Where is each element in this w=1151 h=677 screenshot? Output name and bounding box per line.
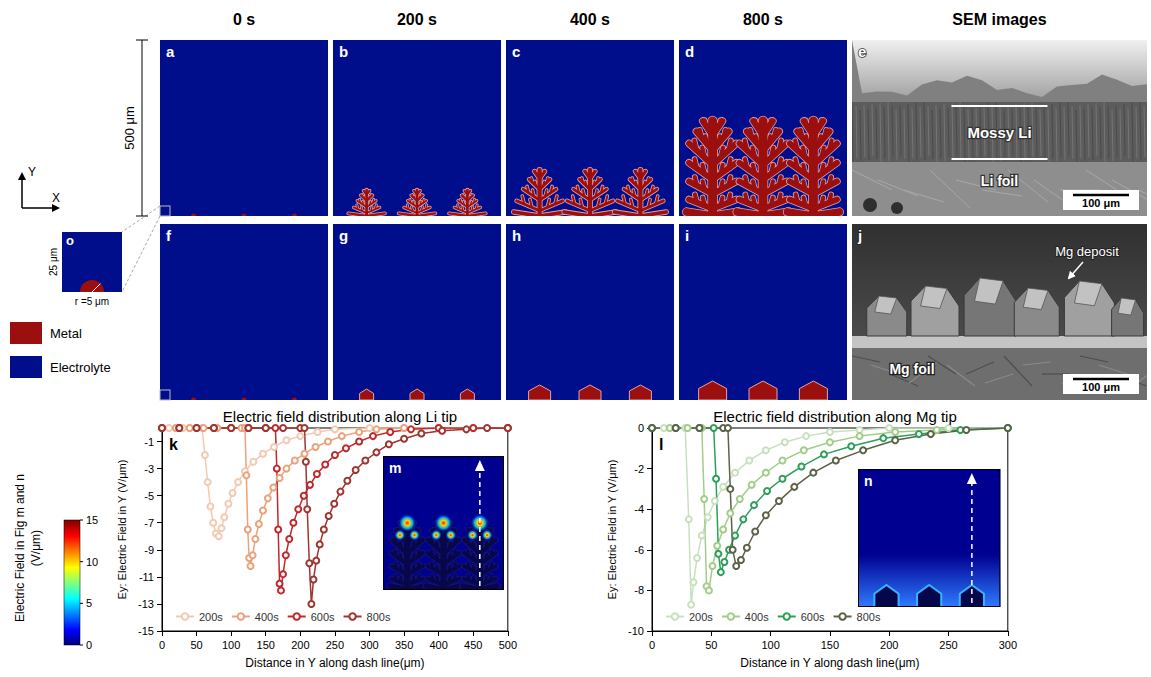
svg-text:h: h (512, 227, 521, 244)
svg-text:n: n (864, 473, 873, 489)
svg-text:400s: 400s (745, 611, 769, 623)
svg-text:k: k (169, 436, 178, 453)
svg-text:f: f (166, 227, 172, 244)
svg-text:200: 200 (291, 639, 309, 651)
svg-text:500 μm: 500 μm (122, 106, 137, 150)
svg-text:15: 15 (86, 514, 98, 526)
svg-text:250: 250 (326, 639, 344, 651)
svg-text:50: 50 (705, 639, 717, 651)
svg-text:-9: -9 (144, 544, 154, 556)
svg-text:b: b (339, 43, 348, 60)
svg-text:-3: -3 (144, 463, 154, 475)
svg-text:400s: 400s (255, 611, 279, 623)
svg-text:500: 500 (499, 639, 517, 651)
svg-text:100 μm: 100 μm (1082, 197, 1120, 209)
svg-text:g: g (339, 227, 348, 244)
svg-text:600s: 600s (311, 611, 335, 623)
svg-text:0: 0 (159, 639, 165, 651)
svg-text:25 μm: 25 μm (48, 248, 59, 276)
svg-text:300: 300 (999, 639, 1017, 651)
svg-text:Y: Y (28, 165, 36, 179)
svg-text:450: 450 (464, 639, 482, 651)
svg-text:l: l (659, 436, 663, 453)
svg-text:200: 200 (880, 639, 898, 651)
svg-text:-13: -13 (138, 598, 154, 610)
svg-text:Electrolyte: Electrolyte (50, 360, 111, 375)
svg-text:100: 100 (761, 639, 779, 651)
svg-text:Electric Field in Fig m and n: Electric Field in Fig m and n (13, 474, 27, 622)
svg-text:Electric field distribution al: Electric field distribution along Mg tip (713, 408, 956, 425)
svg-text:-7: -7 (144, 517, 154, 529)
svg-text:o: o (66, 233, 74, 248)
svg-text:-10: -10 (628, 625, 644, 637)
svg-text:(V/μm): (V/μm) (29, 530, 43, 566)
svg-text:e: e (858, 43, 866, 60)
svg-text:c: c (512, 43, 520, 60)
svg-text:50: 50 (190, 639, 202, 651)
svg-text:150: 150 (257, 639, 275, 651)
svg-text:600s: 600s (801, 611, 825, 623)
svg-text:d: d (685, 43, 694, 60)
svg-text:-15: -15 (138, 625, 154, 637)
svg-text:i: i (685, 227, 689, 244)
svg-text:200s: 200s (199, 611, 223, 623)
svg-text:-2: -2 (634, 463, 644, 475)
svg-text:Distance in Y along dash line(: Distance in Y along dash line(μm) (245, 656, 424, 670)
svg-text:100 μm: 100 μm (1082, 381, 1120, 393)
svg-text:Ey: Electric Field in Y (V/μm): Ey: Electric Field in Y (V/μm) (606, 460, 618, 600)
svg-text:Li foil: Li foil (981, 173, 1018, 189)
svg-text:10: 10 (86, 556, 98, 568)
svg-text:300: 300 (360, 639, 378, 651)
svg-text:0: 0 (649, 639, 655, 651)
svg-text:0 s: 0 s (233, 11, 255, 28)
svg-text:800s: 800s (367, 611, 391, 623)
svg-text:j: j (857, 227, 862, 244)
svg-text:-5: -5 (144, 490, 154, 502)
svg-text:Metal: Metal (50, 326, 82, 341)
svg-text:400 s: 400 s (570, 11, 610, 28)
svg-text:Ey: Electric Field in Y (V/μm): Ey: Electric Field in Y (V/μm) (116, 460, 128, 600)
svg-text:Mossy Li: Mossy Li (967, 124, 1031, 141)
svg-text:350: 350 (395, 639, 413, 651)
svg-text:250: 250 (939, 639, 957, 651)
svg-text:0: 0 (638, 422, 644, 434)
svg-text:100: 100 (222, 639, 240, 651)
svg-text:r =5 μm: r =5 μm (75, 296, 109, 307)
svg-text:-6: -6 (634, 544, 644, 556)
svg-text:400: 400 (429, 639, 447, 651)
svg-text:Distance in Y along dash line(: Distance in Y along dash line(μm) (740, 656, 919, 670)
svg-text:SEM images: SEM images (952, 11, 1046, 28)
svg-text:Mg foil: Mg foil (889, 361, 934, 377)
svg-text:0: 0 (86, 639, 92, 651)
svg-text:a: a (166, 43, 175, 60)
svg-text:200s: 200s (689, 611, 713, 623)
svg-text:Electric field distribution al: Electric field distribution along Li tip (223, 408, 457, 425)
svg-text:5: 5 (86, 597, 92, 609)
svg-text:-1: -1 (144, 436, 154, 448)
svg-text:Mg deposit: Mg deposit (1055, 244, 1119, 259)
svg-text:-4: -4 (634, 503, 644, 515)
svg-text:-11: -11 (139, 571, 154, 583)
svg-text:-8: -8 (634, 584, 644, 596)
svg-text:800s: 800s (857, 611, 881, 623)
svg-text:200 s: 200 s (397, 11, 437, 28)
svg-text:X: X (52, 191, 60, 205)
svg-text:150: 150 (821, 639, 839, 651)
svg-text:m: m (389, 460, 401, 476)
svg-text:800 s: 800 s (743, 11, 783, 28)
